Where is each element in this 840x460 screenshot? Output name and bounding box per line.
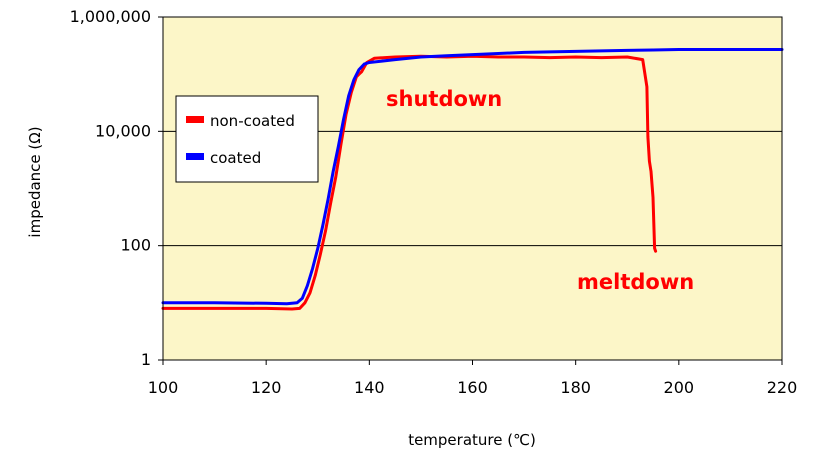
x-axis-title: temperature (℃)	[408, 431, 536, 449]
y-axis-title: impedance (Ω)	[26, 126, 44, 237]
x-tick-label: 120	[251, 378, 282, 397]
y-tick-label: 100	[120, 236, 151, 255]
x-tick-label: 100	[148, 378, 179, 397]
y-tick-label: 1,000,000	[70, 7, 151, 26]
series-line-non-coated	[161, 54, 658, 311]
y-axis-ticks: 1 100 10,000 1,000,000	[70, 7, 163, 369]
shutdown-annotation: shutdown	[386, 87, 502, 111]
y-tick-label: 1	[141, 350, 151, 369]
legend-swatch-coated	[186, 153, 204, 160]
x-tick-label: 180	[560, 378, 591, 397]
legend-label-coated: coated	[210, 149, 261, 167]
legend-swatch-non-coated	[186, 116, 204, 123]
x-tick-label: 220	[767, 378, 798, 397]
series-lines	[161, 48, 784, 311]
legend-label-non-coated: non-coated	[210, 112, 295, 130]
x-tick-label: 140	[354, 378, 385, 397]
legend-box	[175, 95, 319, 183]
x-tick-label: 160	[457, 378, 488, 397]
series-line-coated	[161, 48, 784, 306]
legend: non-coated coated	[175, 95, 319, 183]
x-tick-label: 200	[664, 378, 695, 397]
x-axis-ticks: 100 120 140 160 180 200 220	[148, 360, 798, 397]
meltdown-annotation: meltdown	[577, 270, 694, 294]
y-tick-label: 10,000	[95, 121, 151, 140]
